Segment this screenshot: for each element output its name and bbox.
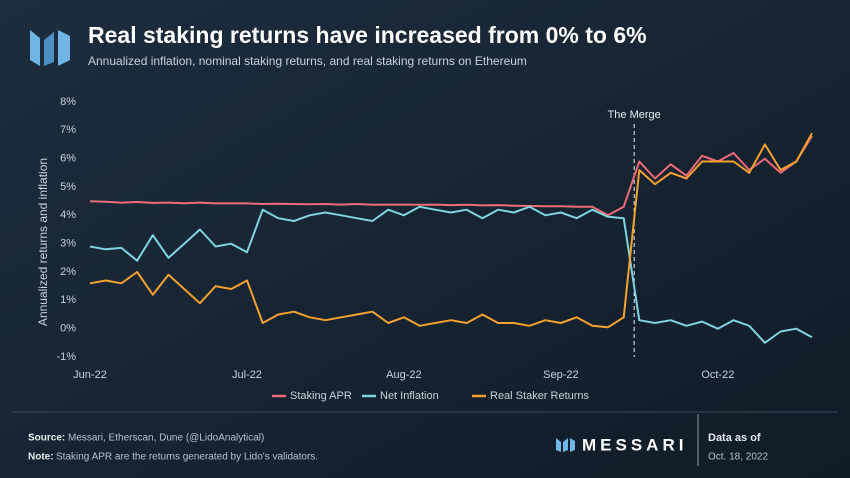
- data-as-of: Data as of: [708, 432, 761, 444]
- y-tick-label: 4%: [60, 209, 76, 221]
- x-tick-label: Jun-22: [73, 369, 107, 381]
- x-tick-label: Oct-22: [701, 369, 734, 381]
- source-label: Source:: [28, 433, 65, 444]
- y-tick-label: 6%: [60, 153, 76, 165]
- series-line: [89, 135, 813, 217]
- legend-label: Real Staker Returns: [490, 390, 590, 402]
- x-tick-label: Sep-22: [543, 369, 578, 381]
- y-tick-label: 3%: [60, 238, 76, 250]
- y-tick-label: 0%: [60, 323, 76, 335]
- legend-label: Staking APR: [290, 390, 352, 402]
- y-axis-label: Annualized returns and inflation: [36, 158, 50, 326]
- y-tick-label: 7%: [60, 124, 76, 136]
- x-tick-label: Aug-22: [386, 369, 421, 381]
- y-tick-label: 1%: [60, 294, 76, 306]
- y-tick-label: 5%: [60, 181, 76, 193]
- y-tick-label: 8%: [60, 96, 76, 108]
- legend-label: Net Inflation: [380, 390, 439, 402]
- logo: [30, 30, 70, 66]
- y-tick-label: 2%: [60, 266, 76, 278]
- series-line: [89, 132, 813, 329]
- y-tick-label: -1%: [56, 351, 76, 363]
- chart-subtitle: Annualized inflation, nominal staking re…: [88, 54, 527, 68]
- chart-title: Real staking returns have increased from…: [88, 22, 647, 48]
- brand: MESSARI: [582, 435, 687, 454]
- brand-logo: [556, 438, 575, 452]
- annotation-label: The Merge: [608, 109, 661, 121]
- x-tick-label: Jul-22: [232, 369, 262, 381]
- series-line: [89, 205, 813, 344]
- note: Staking APR are the returns generated by…: [56, 452, 318, 463]
- note-label: Note:: [28, 452, 54, 463]
- data-date: Oct. 18, 2022: [708, 452, 768, 463]
- source: Messari, Etherscan, Dune (@LidoAnalytica…: [68, 433, 264, 444]
